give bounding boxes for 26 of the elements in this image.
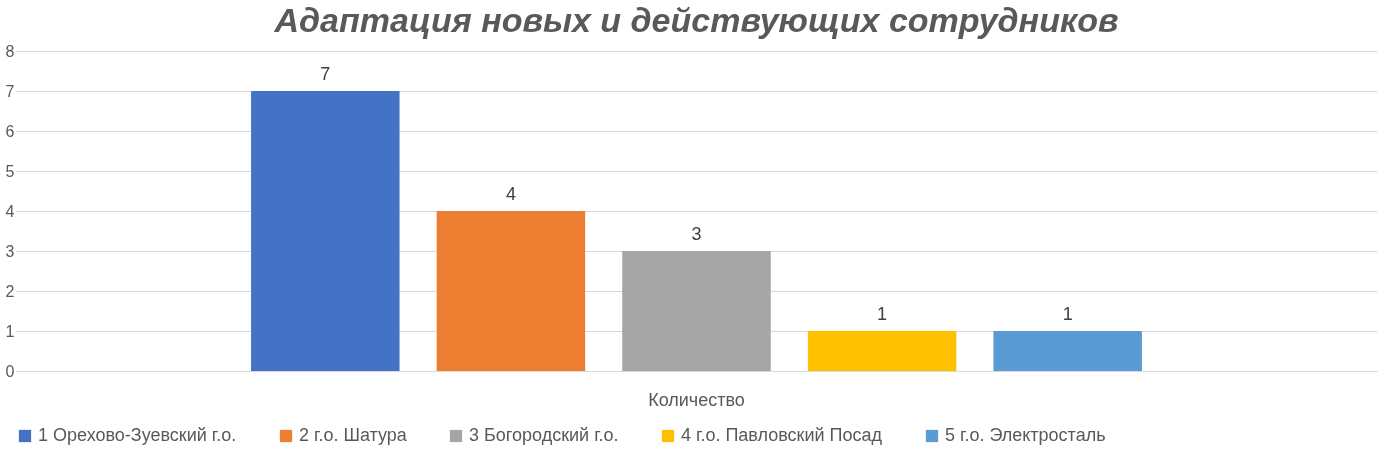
legend-label: 1 Орехово-Зуевский г.о.	[38, 425, 237, 445]
y-tick-label: 2	[5, 282, 15, 300]
chart-title: Адаптация новых и действующих сотрудников	[273, 1, 1119, 39]
data-label: 1	[877, 304, 888, 324]
bar	[807, 331, 957, 371]
y-tick-label: 1	[5, 322, 15, 340]
data-label: 4	[505, 184, 516, 204]
y-tick-label: 0	[5, 362, 15, 380]
legend-label: 2 г.о. Шатура	[299, 425, 408, 445]
data-label: 7	[320, 64, 331, 84]
bar	[251, 91, 400, 371]
data-label: 1	[1062, 304, 1073, 324]
legend-label: 3 Богородский г.о.	[469, 425, 619, 445]
y-tick-label: 6	[5, 122, 15, 140]
y-tick-label: 4	[5, 202, 15, 220]
y-tick-label: 5	[5, 162, 15, 180]
bar	[622, 251, 771, 371]
y-tick-label: 8	[5, 42, 15, 60]
legend-label: 4 г.о. Павловский Посад	[681, 425, 883, 445]
bar	[436, 211, 586, 371]
y-tick-label: 7	[5, 82, 15, 100]
bar	[993, 331, 1142, 371]
y-tick-label: 3	[5, 242, 15, 260]
x-tick-label: Количество	[648, 389, 745, 410]
legend-label: 5 г.о. Электросталь	[945, 425, 1106, 445]
data-label: 3	[691, 224, 702, 244]
